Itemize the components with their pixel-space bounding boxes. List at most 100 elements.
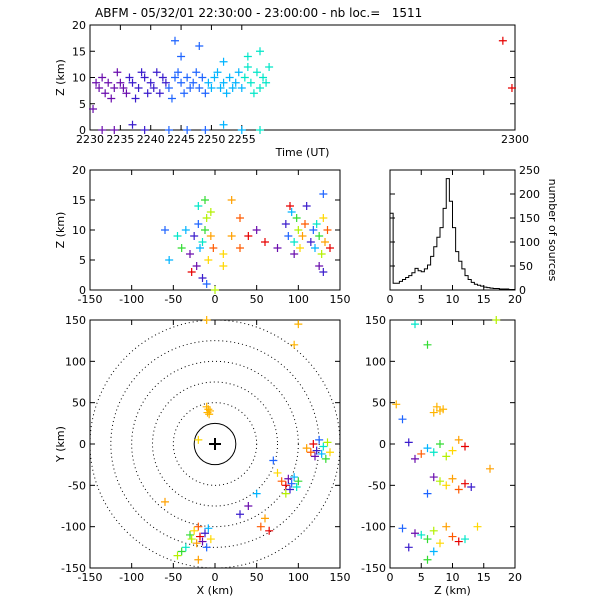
plan-view-point (312, 446, 321, 455)
height_histogram-xtick-label: 10 (446, 293, 460, 306)
x_height-frame (89, 169, 341, 291)
time-height-point (189, 78, 198, 87)
time-height-point (213, 68, 222, 77)
plan_view-xtick-label: 50 (250, 571, 264, 584)
height-y-point (411, 529, 419, 538)
time-height-point (237, 84, 246, 92)
time_height-ytick-label: 20 (72, 19, 86, 32)
x_height-ytick-label: 0 (79, 284, 86, 297)
time_height-xtick-label: 2255 (228, 133, 256, 146)
height_y-ytick-label: 100 (365, 355, 386, 368)
plan-view-point (201, 529, 209, 538)
time_height-xtick-label: 2235 (106, 133, 134, 146)
height-y-point (473, 522, 482, 531)
plan-view-point (290, 473, 299, 482)
x-height-point (161, 226, 169, 234)
x_height-ytick-label: 20 (72, 164, 86, 177)
time_height-xtick-label: 2245 (167, 133, 195, 146)
time-height-point (140, 73, 149, 82)
height-y-point (454, 537, 463, 546)
x-height-point (326, 244, 334, 252)
time_height-ytick-label: 0 (79, 124, 86, 137)
time-height-point (95, 84, 104, 92)
x_height-xtick-label: 100 (288, 293, 309, 306)
height-y-point (436, 539, 444, 548)
time-height-point (128, 120, 137, 129)
time-height-point (158, 73, 167, 82)
plan-view-point (187, 535, 196, 544)
plan_view-xtick-label: -100 (119, 571, 144, 584)
plan-view-point (281, 481, 290, 490)
plan-view-point (194, 522, 203, 531)
plan-view-point (161, 497, 169, 506)
time-height-point (498, 36, 507, 45)
x-height-point (294, 226, 303, 234)
time_height-frame (89, 24, 516, 131)
plan_view-ytick-label: 100 (65, 355, 86, 368)
x-height-point (301, 220, 309, 228)
time-height-point (131, 94, 140, 103)
time-height-point (152, 68, 161, 77)
x-height-point (290, 238, 299, 246)
time_height-ytick-label: 15 (72, 45, 86, 58)
height_y-ytick-label: -150 (361, 562, 386, 575)
height-y-point (423, 444, 432, 453)
x-height-point (302, 202, 311, 210)
time-height-point (161, 78, 170, 87)
height-y-point (417, 530, 426, 539)
height_histogram-xtick-label: 20 (508, 293, 522, 306)
height-y-point (442, 481, 451, 490)
time-height-point (134, 84, 143, 92)
x_height-ytick-label: 15 (72, 194, 86, 207)
time-height-point (89, 105, 98, 113)
plan-view-point (265, 526, 274, 535)
time-height-point (113, 68, 122, 77)
time-height-point (507, 84, 516, 92)
x-height-point (284, 232, 293, 240)
height_histogram-ytick-label: 150 (519, 212, 540, 225)
height-y-point (398, 524, 407, 533)
x-height-point (190, 232, 199, 240)
height-y-point (429, 448, 438, 457)
x_height-ytick-label: 5 (79, 254, 86, 267)
plan-view-point (244, 502, 253, 510)
height-y-point (417, 449, 426, 458)
x_height-ylabel: Z (km) (54, 212, 67, 249)
plan-view-point (281, 489, 290, 498)
height-y-point (423, 340, 432, 349)
height-y-point (392, 400, 401, 409)
plan-view-point (181, 543, 190, 552)
height_histogram-ylabel: number of sources (546, 179, 559, 282)
x-height-point (194, 202, 203, 210)
time-height-point (219, 78, 228, 87)
plan-view-point (319, 442, 328, 451)
time-height-point (177, 52, 186, 61)
height-y-point (423, 489, 432, 498)
plan-view-point (177, 547, 186, 556)
plan-view-point (290, 340, 299, 349)
height_histogram-ytick-label: 0 (519, 284, 526, 297)
time-height-point (222, 89, 231, 98)
time-height-point (219, 120, 228, 129)
x-height-point (319, 214, 328, 222)
time_height-xtick-label: 2300 (501, 133, 529, 146)
plan-view-point (294, 477, 303, 486)
height_y-xtick-label: 5 (418, 571, 425, 584)
height-y-point (448, 474, 457, 483)
time-height-point (219, 57, 228, 66)
time-height-point (201, 89, 210, 98)
plan-view-point (204, 405, 213, 414)
height-y-point (454, 485, 463, 494)
plan-view-point (256, 522, 265, 531)
x-height-point (177, 244, 186, 252)
time-height-point (98, 73, 107, 82)
height_histogram-ytick-label: 100 (519, 236, 540, 249)
height_histogram-xtick-label: 5 (418, 293, 425, 306)
time_height-ytick-label: 5 (79, 98, 86, 111)
plan-view-point (198, 537, 207, 546)
plan_view-xlabel: X (km) (197, 584, 234, 597)
plan_view-ylabel: Y (km) (54, 426, 67, 463)
x-height-point (273, 244, 282, 252)
height_y-ytick-label: 150 (365, 314, 386, 327)
height-y-point (429, 408, 438, 417)
